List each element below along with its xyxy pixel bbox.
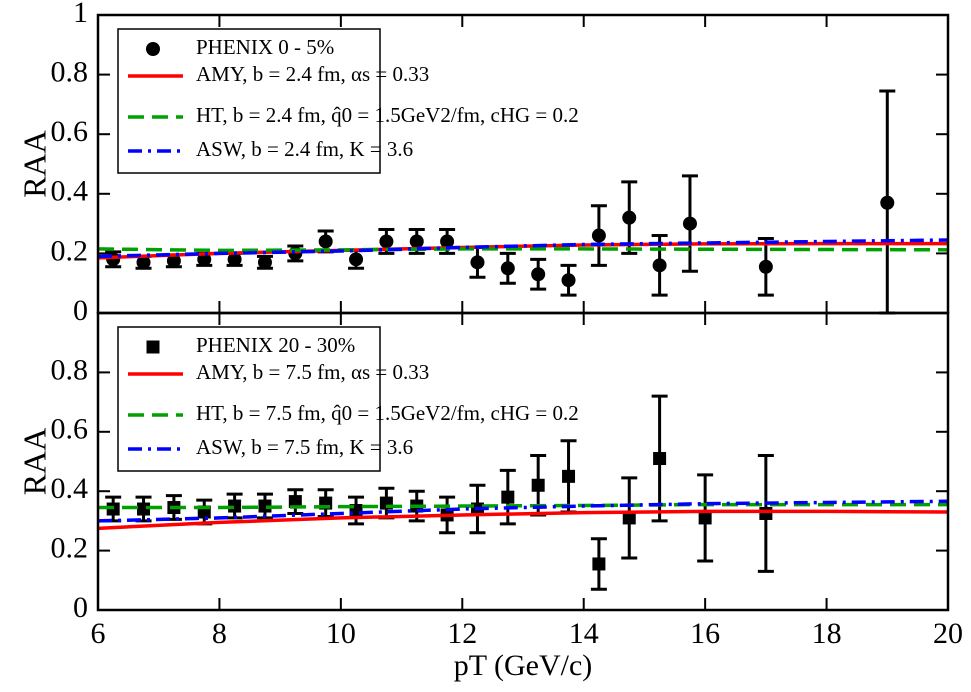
y-tick-label: 0.8 <box>51 55 89 88</box>
legend-box <box>117 326 381 472</box>
marker <box>166 253 181 268</box>
x-tick-label: 8 <box>212 617 227 650</box>
marker <box>759 506 773 520</box>
y-tick-label: 0.4 <box>51 472 89 505</box>
marker <box>758 259 773 274</box>
curve <box>97 509 949 531</box>
marker <box>591 228 606 243</box>
y-tick-label: 1 <box>73 0 88 29</box>
x-tick-label: 14 <box>569 617 599 650</box>
y-axis-label: RAA <box>16 428 52 496</box>
marker <box>349 252 364 267</box>
legend-label: HT, b = 2.4 fm, q̂0 = 1.5GeV2/fm, cHG = … <box>196 103 579 127</box>
legend-label: AMY, b = 2.4 fm, αs = 0.33 <box>196 62 429 86</box>
x-tick-label: 10 <box>326 617 356 650</box>
legend-label: ASW, b = 7.5 fm, K = 3.6 <box>196 435 413 459</box>
marker <box>318 234 333 249</box>
curve <box>97 499 949 523</box>
legend-marker <box>146 42 160 56</box>
x-tick-label: 20 <box>933 617 963 650</box>
marker <box>622 210 637 225</box>
y-axis-label: RAA <box>16 130 52 198</box>
marker <box>562 469 576 483</box>
curve <box>98 502 948 510</box>
x-tick-label: 18 <box>812 617 842 650</box>
curve <box>97 241 948 260</box>
marker <box>470 255 485 270</box>
marker <box>197 252 212 267</box>
marker <box>227 252 242 267</box>
marker <box>531 478 545 492</box>
marker <box>652 258 667 273</box>
marker <box>137 502 151 516</box>
marker <box>653 452 667 466</box>
x-axis-label: pT (GeV/c) <box>454 649 593 682</box>
curve <box>97 247 949 253</box>
legend-label: HT, b = 7.5 fm, q̂0 = 1.5GeV2/fm, cHG = … <box>196 401 579 425</box>
legend-label: AMY, b = 7.5 fm, αs = 0.33 <box>196 360 429 384</box>
marker <box>592 557 606 571</box>
y-tick-label: 0 <box>73 591 88 624</box>
legend-box <box>117 28 381 174</box>
marker <box>698 511 712 525</box>
marker <box>682 216 697 231</box>
y-tick-label: 0.4 <box>51 175 89 208</box>
marker <box>258 499 272 513</box>
y-tick-label: 0.2 <box>51 531 89 564</box>
marker <box>440 234 455 249</box>
y-tick-label: 0 <box>73 294 88 327</box>
marker <box>228 499 242 513</box>
y-tick-label: 0.6 <box>51 115 89 148</box>
legend-label: PHENIX 0 - 5% <box>196 35 334 59</box>
marker <box>257 255 272 270</box>
curve <box>97 238 949 259</box>
marker <box>622 511 636 525</box>
legend-label: ASW, b = 2.4 fm, K = 3.6 <box>196 137 413 161</box>
marker <box>500 261 515 276</box>
legend-label: PHENIX 20 - 30% <box>196 333 355 357</box>
marker <box>379 234 394 249</box>
y-tick-label: 0.6 <box>51 413 89 446</box>
y-tick-label: 0.8 <box>51 353 89 386</box>
marker <box>501 490 515 504</box>
marker <box>880 195 895 210</box>
plot-frame <box>96 311 950 612</box>
marker <box>531 267 546 282</box>
legend-marker <box>146 340 160 354</box>
marker <box>136 255 151 270</box>
y-tick-label: 0.2 <box>51 234 89 267</box>
x-tick-label: 16 <box>690 617 720 650</box>
x-tick-label: 12 <box>447 617 477 650</box>
marker <box>561 273 576 288</box>
marker <box>409 234 424 249</box>
x-tick-label: 6 <box>91 617 106 650</box>
marker <box>288 495 302 509</box>
